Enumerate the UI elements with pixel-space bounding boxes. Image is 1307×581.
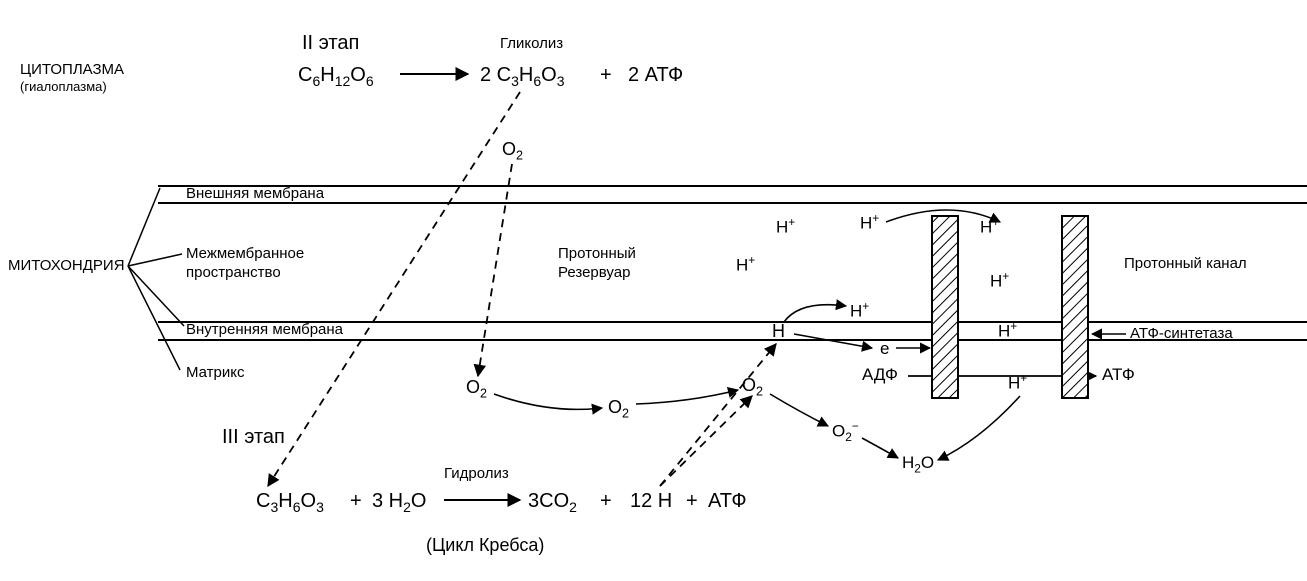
stage3-krebs: (Цикл Кребса) — [426, 536, 544, 556]
o2-matrix-2: O2 — [608, 398, 629, 421]
stage3-title: III этап — [222, 426, 285, 448]
label-h2o: H2O — [902, 454, 934, 475]
o2-top: O2 — [502, 140, 523, 163]
stage2-product2: 2 АТФ — [628, 64, 683, 86]
stage2-plus: + — [600, 64, 612, 86]
stage3-rhs2: 12 H — [630, 490, 672, 512]
label-intermembrane-2: пространство — [186, 265, 281, 282]
stage2-title: II этап — [302, 32, 359, 54]
stage3-label: Гидролиз — [444, 466, 509, 483]
hplus-2: H+ — [736, 254, 755, 275]
label-cytoplasm-2: (гиалоплазма) — [20, 80, 107, 94]
hplus-3: H+ — [850, 300, 869, 321]
stage3-plus2: + — [600, 490, 612, 512]
label-atp-synthase: АТФ-синтетаза — [1130, 326, 1233, 343]
label-outer-membrane: Внешняя мембрана — [186, 186, 324, 203]
label-e: e̅ — [880, 340, 889, 359]
hplus-1: H+ — [776, 216, 795, 237]
label-cytoplasm-1: ЦИТОПЛАЗМА — [20, 62, 124, 79]
stage3-rhs1: 3CO2 — [528, 490, 577, 515]
label-proton-channel: Протонный канал — [1124, 256, 1247, 273]
stage3-lhs2: 3 H2O — [372, 490, 426, 515]
label-o2minus: O2− — [832, 420, 859, 444]
hplus-5: H+ — [980, 216, 999, 237]
hplus-6: H+ — [990, 270, 1009, 291]
stage2-reactant: C6H12O6 — [298, 64, 374, 89]
o2-matrix-1: O2 — [466, 378, 487, 401]
label-H: H — [772, 322, 785, 342]
label-inner-membrane: Внутренняя мембрана — [186, 322, 343, 339]
stage3-lhs1: C3H6O3 — [256, 490, 324, 515]
o2-matrix-3: O2 — [742, 376, 763, 399]
stage3-plus1: + — [350, 490, 362, 512]
label-proton-res-2: Резервуар — [558, 265, 630, 282]
label-matrix: Матрикс — [186, 365, 245, 382]
stage3-plus3: + — [686, 490, 698, 512]
hplus-7: H+ — [998, 320, 1017, 341]
label-adf: АДФ — [862, 366, 898, 385]
hplus-8: H+ — [1008, 372, 1027, 393]
hplus-4: H+ — [860, 212, 879, 233]
label-mitochondria: МИТОХОНДРИЯ — [8, 258, 125, 275]
stage2-product1: 2 C3H6O3 — [480, 64, 565, 89]
label-proton-res-1: Протонный — [558, 246, 636, 263]
stage3-rhs3: АТФ — [708, 490, 747, 512]
label-atf: АТФ — [1102, 366, 1135, 385]
label-intermembrane-1: Межмембранное — [186, 246, 304, 263]
stage2-label: Гликолиз — [500, 36, 563, 53]
